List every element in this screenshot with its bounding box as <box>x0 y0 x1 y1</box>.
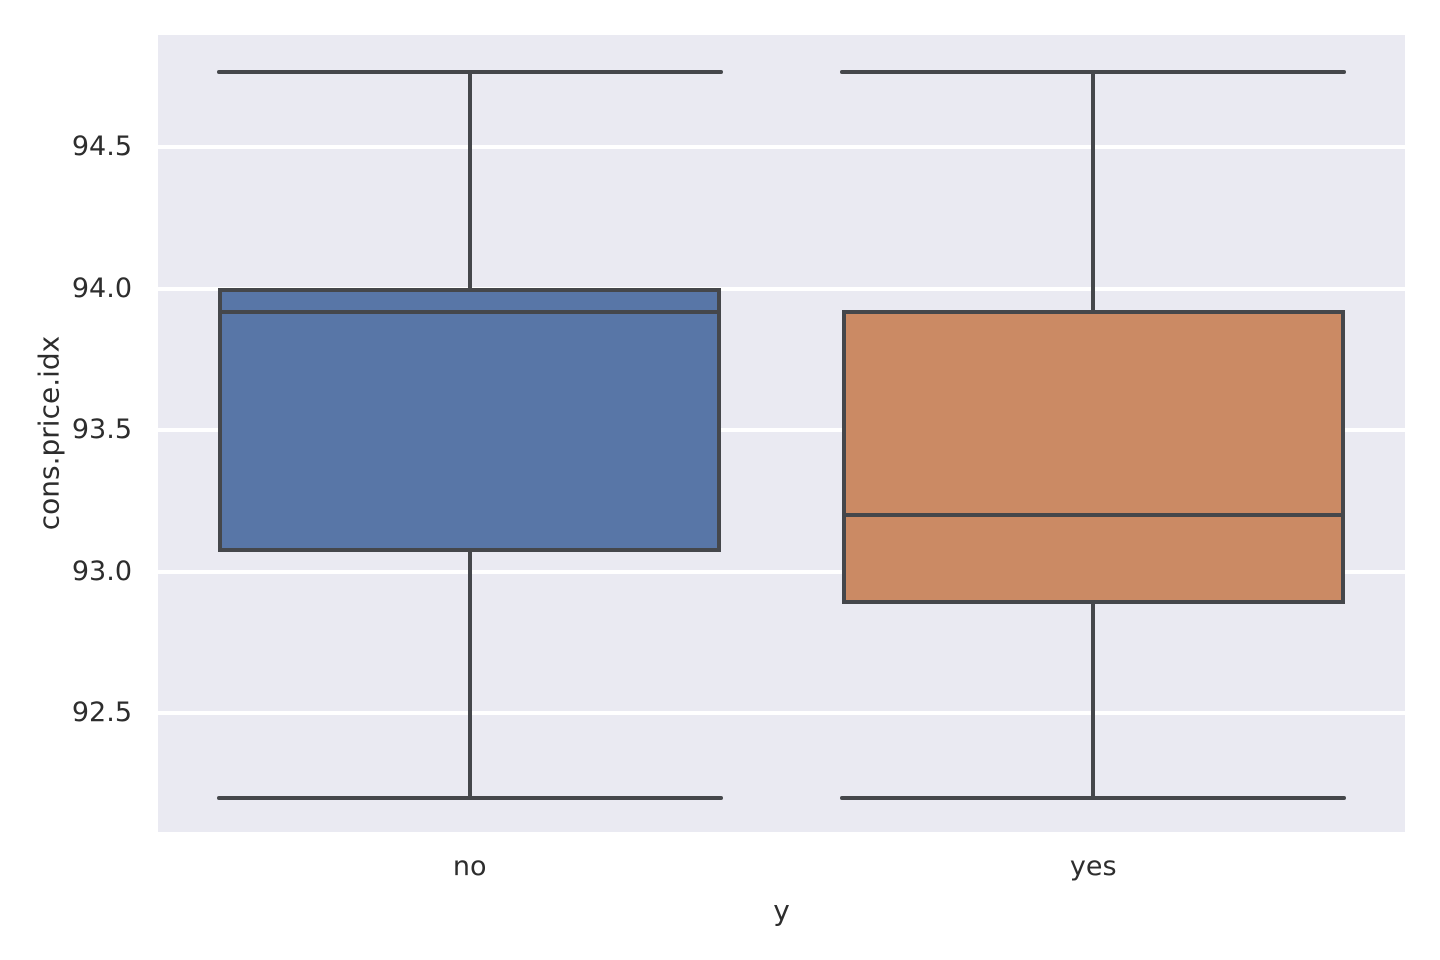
box-no <box>218 288 722 553</box>
gridline <box>158 286 1405 291</box>
x-axis-label: y <box>773 894 790 927</box>
gridline <box>158 569 1405 574</box>
whisker-cap-low-no <box>216 795 723 800</box>
plot-area <box>158 35 1405 832</box>
median-line-no <box>222 309 718 314</box>
whisker-lower-yes <box>1091 601 1096 798</box>
x-tick-label-no: no <box>452 851 487 882</box>
box-yes <box>841 309 1345 604</box>
whisker-cap-high-yes <box>840 69 1347 74</box>
gridline <box>158 428 1405 433</box>
whisker-lower-no <box>467 550 472 798</box>
whisker-upper-no <box>467 71 472 291</box>
x-tick-label-yes: yes <box>1069 851 1117 882</box>
gridline <box>158 711 1405 716</box>
gridline <box>158 145 1405 150</box>
y-tick-label: 94.5 <box>71 131 132 163</box>
y-tick-label: 92.5 <box>71 697 132 729</box>
y-tick-label: 93.5 <box>71 414 132 446</box>
median-line-yes <box>845 513 1341 518</box>
whisker-cap-low-yes <box>840 795 1347 800</box>
whisker-upper-yes <box>1091 71 1096 312</box>
y-tick-label: 93.0 <box>71 555 132 587</box>
y-tick-label: 94.0 <box>71 272 132 304</box>
whisker-cap-high-no <box>216 69 723 74</box>
